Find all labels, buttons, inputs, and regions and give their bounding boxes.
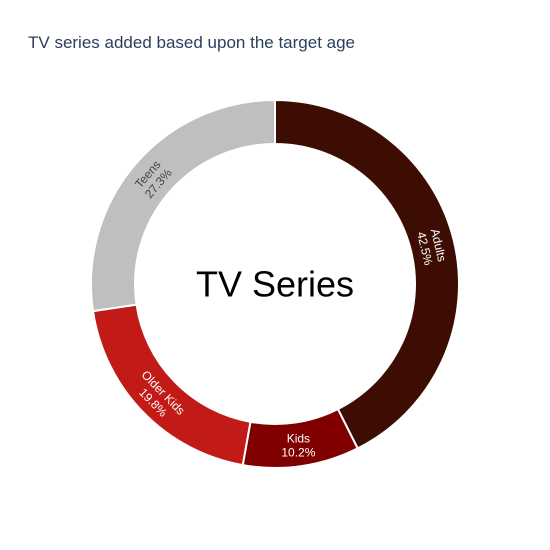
slice-percent: 10.2% xyxy=(281,445,315,459)
slice-older-kids[interactable] xyxy=(93,305,250,466)
slice-category: Kids xyxy=(287,431,310,445)
donut-center-label: TV Series xyxy=(196,264,354,305)
